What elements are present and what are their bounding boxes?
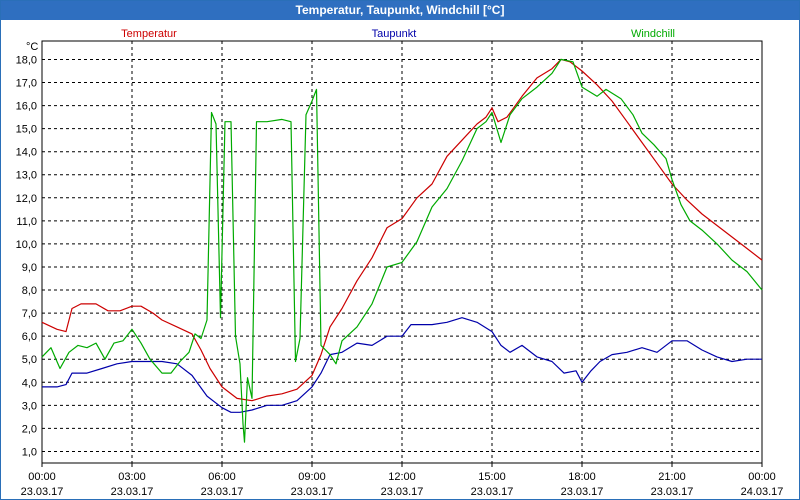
line-chart: °C 1,0 2,0 3,0 4,0 5,0 6,0 7,0 8,0 9,0 10,0 11,0 12,… (16, 28, 784, 498)
y-tick-label: 6,0 (22, 331, 37, 343)
y-tick-label: 7,0 (22, 308, 37, 320)
y-tick-label: 12,0 (16, 193, 37, 205)
x-tick-time: 00:00 (28, 471, 56, 483)
legend: Temperatur Taupunkt Windchill (121, 28, 675, 40)
y-tick-label: 18,0 (16, 54, 37, 66)
x-tick-time: 03:00 (118, 471, 146, 483)
y-tick-label: 17,0 (16, 78, 37, 90)
series-line-temperatur (41, 58, 763, 402)
x-tick-time: 00:00 (748, 471, 776, 483)
y-tick-label: 10,0 (16, 239, 37, 251)
x-axis: 00:00 23.03.17 03:00 23.03.17 06:00 23.03.17 0… (21, 463, 784, 498)
y-axis: °C 1,0 2,0 3,0 4,0 5,0 6,0 7,0 8,0 9,0 10,0 11,0 12,… (16, 41, 39, 458)
y-unit-label: °C (26, 41, 38, 53)
x-tick-date: 23.03.17 (291, 486, 334, 498)
legend-temperatur: Temperatur (121, 28, 177, 40)
x-tick-date: 23.03.17 (201, 486, 244, 498)
y-tick-label: 8,0 (22, 285, 37, 297)
y-tick-label: 15,0 (16, 124, 37, 136)
x-tick-time: 12:00 (388, 471, 416, 483)
legend-taupunkt: Taupunkt (372, 28, 417, 40)
x-tick-time: 06:00 (208, 471, 236, 483)
x-tick-time: 18:00 (568, 471, 596, 483)
window-title: Temperatur, Taupunkt, Windchill [°C] (1, 1, 799, 20)
y-tick-label: 14,0 (16, 147, 37, 159)
x-tick-date: 23.03.17 (21, 486, 64, 498)
series-lines (41, 58, 763, 443)
chart-grid (42, 41, 762, 463)
y-tick-label: 16,0 (16, 101, 37, 113)
y-tick-label: 5,0 (22, 354, 37, 366)
series-line-windchill (41, 58, 763, 443)
y-tick-label: 4,0 (22, 377, 37, 389)
x-tick-time: 09:00 (298, 471, 326, 483)
y-tick-label: 9,0 (22, 262, 37, 274)
y-tick-label: 3,0 (22, 400, 37, 412)
series-line-taupunkt (42, 317, 762, 413)
x-tick-date: 23.03.17 (111, 486, 154, 498)
legend-windchill: Windchill (631, 28, 675, 40)
y-tick-label: 11,0 (16, 216, 37, 228)
y-tick-label: 13,0 (16, 170, 37, 182)
x-tick-date: 23.03.17 (561, 486, 604, 498)
x-tick-date: 23.03.17 (381, 486, 424, 498)
x-tick-time: 21:00 (658, 471, 686, 483)
y-tick-label: 2,0 (22, 423, 37, 435)
y-tick-label: 1,0 (22, 446, 37, 458)
x-tick-time: 15:00 (478, 471, 506, 483)
x-tick-date: 23.03.17 (471, 486, 514, 498)
x-tick-date: 24.03.17 (741, 486, 784, 498)
x-tick-date: 23.03.17 (651, 486, 694, 498)
